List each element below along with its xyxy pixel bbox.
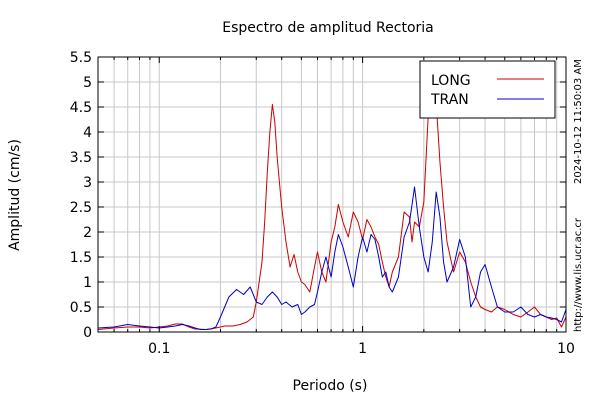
series-line-long [97,84,567,330]
chart-series [97,84,567,330]
y-tick-label: 2 [83,225,92,241]
y-axis-label: Amplitud (cm/s) [7,139,23,251]
y-tick-label: 2.5 [70,200,92,216]
y-tick-label: 3 [83,175,92,191]
chart-ticks: 0 0.5 1 1.5 2 2.5 3 3.5 4 4.5 5 5.5 0.1 1 10 [70,50,575,357]
plot-frame [97,56,567,333]
y-tick-label: 4 [83,125,92,141]
chart-legend: LONG TRAN [419,60,556,119]
x-axis-label: Periodo (s) [293,378,368,394]
x-tick-label: 0.1 [148,341,170,357]
x-tick-label: 1 [358,341,367,357]
chart-title: Espectro de amplitud Rectoria [222,20,434,36]
y-tick-label: 0.5 [70,300,92,316]
y-tick-label: 3.5 [70,150,92,166]
y-tick-label: 1 [83,275,92,291]
y-tick-label: 4.5 [70,100,92,116]
x-tick-label: 10 [557,341,575,357]
legend-label-tran: TRAN [430,92,469,108]
timestamp-label: 2024-10-12 11:50:03 AM [573,59,584,184]
y-tick-label: 5 [83,75,92,91]
y-tick-label: 0 [83,325,92,341]
legend-box [419,60,556,119]
y-tick-label: 5.5 [70,50,92,66]
legend-label-long: LONG [431,73,471,89]
source-url-label: http://www.lis.ucr.ac.cr [573,218,584,332]
series-line-tran [97,186,567,330]
y-tick-label: 1.5 [70,250,92,266]
